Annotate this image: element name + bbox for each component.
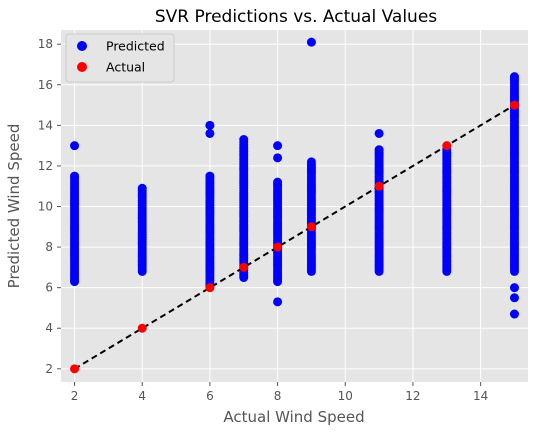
x-axis-title: Actual Wind Speed xyxy=(223,408,364,426)
predicted-point xyxy=(306,37,316,47)
legend-marker-actual xyxy=(77,62,87,72)
actual-point xyxy=(509,100,519,110)
actual-series xyxy=(70,100,519,374)
predicted-point xyxy=(509,293,519,303)
y-tick-label: 8 xyxy=(45,240,53,254)
y-axis-ticks: 2 4 6 8 10 12 14 16 18 xyxy=(38,37,61,376)
chart-title: SVR Predictions vs. Actual Values xyxy=(155,7,437,27)
actual-point xyxy=(374,181,384,191)
predicted-point xyxy=(509,72,519,82)
predicted-point xyxy=(273,297,283,307)
x-axis-ticks: 2 4 6 8 10 12 14 xyxy=(71,382,488,403)
predicted-point xyxy=(205,128,215,138)
legend-label-actual: Actual xyxy=(106,60,145,75)
actual-point xyxy=(239,262,249,272)
y-tick-label: 12 xyxy=(38,159,53,173)
x-tick-label: 12 xyxy=(405,389,420,403)
predicted-point xyxy=(70,141,80,151)
actual-point xyxy=(205,283,215,293)
y-tick-label: 4 xyxy=(45,321,53,335)
predicted-point xyxy=(273,141,283,151)
predicted-point xyxy=(374,128,384,138)
legend-label-predicted: Predicted xyxy=(106,39,165,54)
x-tick-label: 6 xyxy=(206,389,214,403)
predicted-point xyxy=(137,183,147,193)
y-tick-label: 10 xyxy=(38,200,53,214)
actual-point xyxy=(70,364,80,374)
reference-line xyxy=(74,104,515,370)
actual-point xyxy=(442,141,452,151)
y-tick-label: 14 xyxy=(38,118,53,132)
x-tick-label: 14 xyxy=(473,389,488,403)
predicted-point xyxy=(374,145,384,155)
legend: Predicted Actual xyxy=(65,33,175,83)
x-tick-label: 4 xyxy=(138,389,146,403)
plot-area xyxy=(61,30,528,382)
predicted-point xyxy=(70,171,80,181)
predicted-point xyxy=(273,153,283,163)
predicted-point xyxy=(205,120,215,130)
y-axis-title: Predicted Wind Speed xyxy=(5,124,23,289)
predicted-point xyxy=(205,171,215,181)
predicted-point xyxy=(509,283,519,293)
actual-point xyxy=(273,242,283,252)
actual-point xyxy=(137,323,147,333)
x-tick-label: 2 xyxy=(71,389,79,403)
predicted-point xyxy=(509,309,519,319)
legend-box xyxy=(65,33,175,83)
legend-marker-predicted xyxy=(77,41,87,51)
y-tick-label: 18 xyxy=(38,37,53,51)
y-tick-label: 6 xyxy=(45,281,53,295)
x-tick-label: 8 xyxy=(274,389,282,403)
predicted-point xyxy=(239,135,249,145)
y-tick-label: 16 xyxy=(38,78,53,92)
predicted-point xyxy=(306,157,316,167)
predicted-point xyxy=(273,177,283,187)
x-tick-label: 10 xyxy=(338,389,353,403)
actual-point xyxy=(306,222,316,232)
y-tick-label: 2 xyxy=(45,362,53,376)
